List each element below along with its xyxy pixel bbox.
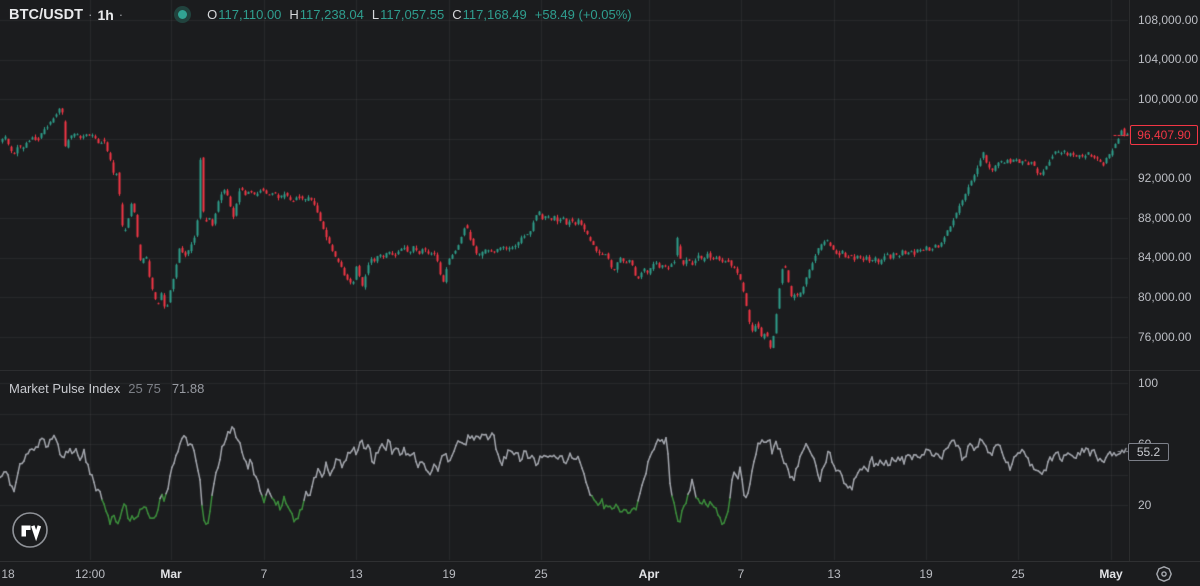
open-label: O [207,7,218,22]
time-axis-label: Mar [160,567,182,581]
tradingview-logo[interactable] [11,511,49,549]
price-axis-label: 100,000.00 [1138,91,1199,106]
time-axis-label: 7 [260,567,268,581]
high-value: 117,238.04 [299,7,364,22]
indicator-value: 71.88 [171,381,205,396]
pane-separator[interactable] [0,370,1200,371]
price-axis-separator [1129,0,1130,561]
time-axis-label: Apr [638,567,660,581]
time-axis-label: 7 [737,567,745,581]
low-value: 117,057.55 [380,7,445,22]
time-axis-label: 25 [1011,567,1025,581]
symbol-title[interactable]: BTC/USDT [9,6,84,23]
market-status-icon[interactable] [174,6,192,23]
indicator-badge-text: 55.2 [1136,444,1161,459]
time-axis-label: 18 [1,567,15,581]
last-price-badge[interactable]: 96,407.90 [1130,125,1198,146]
indicator-params: 25 75 [128,381,161,396]
time-axis-label: 13 [349,567,363,581]
interval-label[interactable]: 1h [97,6,114,23]
indicator-title[interactable]: Market Pulse Index [9,381,121,396]
price-axis-label: 76,000.00 [1138,329,1192,344]
separator-dot-2: · [118,7,124,22]
price-axis-label: 88,000.00 [1138,210,1192,225]
indicator-legend: Market Pulse Index 25 75 71.88 [9,381,204,396]
last-price-text: 96,407.90 [1137,128,1191,143]
change-value: +58.49 (+0.05%) [534,7,632,22]
time-axis-label: 19 [919,567,933,581]
close-label: C [452,7,462,22]
price-axis-label: 84,000.00 [1138,250,1192,265]
symbol-legend: BTC/USDT · 1h · O 117,110.00 H 117,238.0… [9,6,632,23]
time-axis-label: 13 [827,567,841,581]
time-axis[interactable]: 18 12:00 Mar 7 13 19 25 Apr 7 13 19 25 May [0,561,1200,586]
price-axis-label: 108,000.00 [1138,12,1199,27]
indicator-axis-label: 100 [1138,375,1159,390]
price-axis-label: 80,000.00 [1138,289,1192,304]
timezone-icon[interactable] [1155,565,1173,583]
open-value: 117,110.00 [218,7,282,22]
high-label: H [289,7,299,22]
time-axis-label: 12:00 [74,567,106,581]
close-value: 117,168.49 [462,7,527,22]
ohlc-readout: O 117,110.00 H 117,238.04 L 117,057.55 C… [207,7,631,22]
separator-dot: · [88,7,93,22]
time-axis-label: 19 [442,567,456,581]
price-axis-label: 92,000.00 [1138,171,1192,185]
indicator-axis-label: 20 [1138,497,1152,512]
low-label: L [371,7,380,22]
price-axis-label: 104,000.00 [1138,52,1199,67]
time-axis-label: 25 [534,567,548,581]
status-dot [178,10,188,19]
indicator-value-badge[interactable]: 55.2 [1128,442,1169,461]
time-axis-label: May [1099,567,1123,581]
